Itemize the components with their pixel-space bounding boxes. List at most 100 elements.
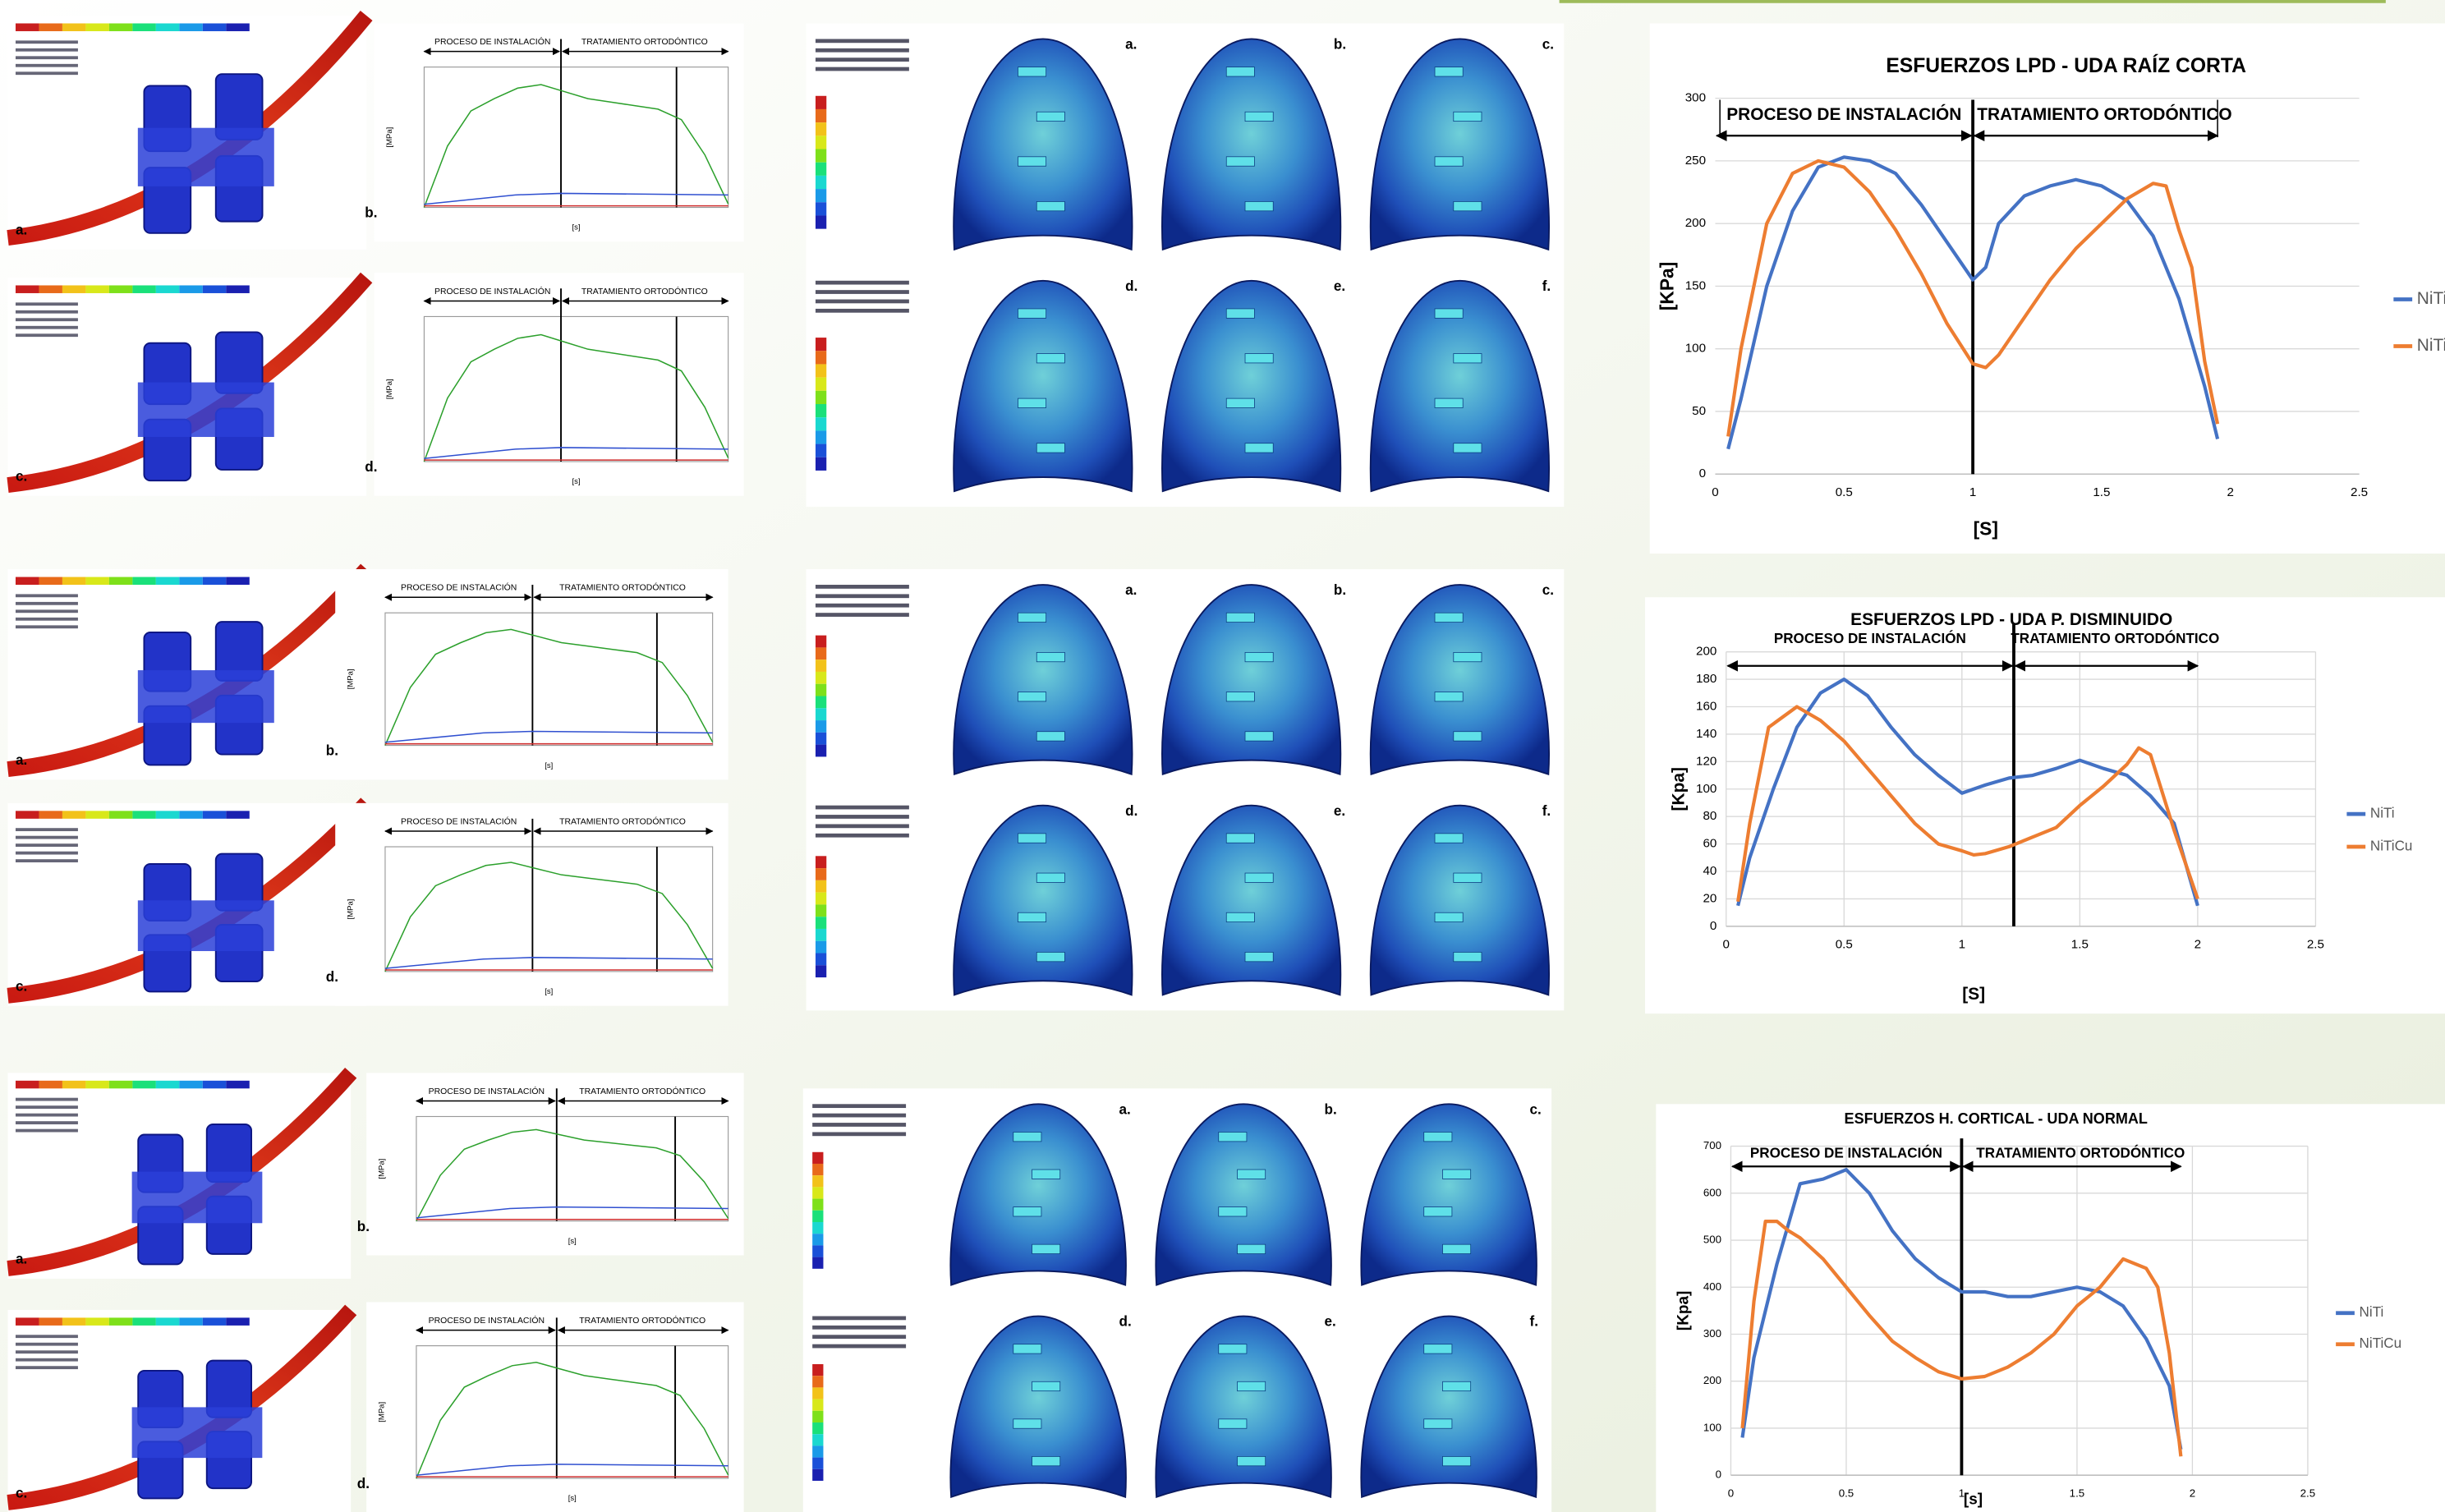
probe-tag [1036,731,1065,742]
color-scale [812,1245,824,1257]
y-tick-label: 200 [1685,216,1706,230]
color-scale [815,390,827,405]
probe-tag [1453,651,1482,663]
color-scale [812,1221,824,1234]
scale-text [15,859,78,862]
tooth-model [953,804,1133,996]
probe-tag [1442,1243,1472,1254]
scale-text [815,603,909,608]
scale-text [15,310,78,314]
probe-tag [1218,1206,1248,1217]
color-scale [815,647,827,660]
stress-curve [416,1464,728,1476]
x-tick-label: 1 [1969,485,1976,499]
x-tick-label: 2 [2227,485,2234,499]
scale-text [15,1366,78,1370]
probe-tag [1225,612,1255,623]
panel-letter: a. [1125,582,1137,598]
stress-plot-frame [416,1345,729,1479]
stress-curve [424,192,728,205]
color-scale [815,430,827,444]
color-scale [815,175,827,190]
panel-letter: c. [16,978,27,994]
panel-letter: b. [357,1219,370,1234]
tooth-model [1369,584,1550,776]
y-axis-label: [MPa] [385,379,394,399]
scale-text [815,833,909,838]
y-tick-label: 250 [1685,154,1706,168]
probe-tag [1018,692,1047,702]
color-scale [62,811,86,819]
probe-tag [1453,731,1482,742]
probe-tag [1225,398,1255,408]
x-tick-label: 2.5 [2351,485,2368,499]
probe-tag [1434,398,1464,408]
color-scale [15,577,39,586]
color-scale [812,1364,824,1376]
phase-label: TRATAMIENTO ORTODÓNTICO [579,1086,705,1096]
x-axis-label: [s] [572,223,581,232]
phase-label: TRATAMIENTO ORTODÓNTICO [579,1315,705,1326]
x-tick-label: 2 [2195,938,2201,952]
color-scale [108,577,133,586]
x-tick-label: 0.5 [1836,485,1853,499]
probe-tag [1036,952,1065,963]
stress-curve [384,862,714,972]
tooth-model [1155,1103,1332,1286]
probe-tag [1423,1344,1453,1354]
phase-label: TRATAMIENTO ORTODÓNTICO [581,36,708,47]
probe-tag [1218,1344,1248,1354]
color-scale [15,1080,39,1089]
y-axis-label: [MPa] [378,1159,387,1179]
color-scale [15,23,39,31]
x-tick-label: 0.5 [1839,1487,1854,1499]
x-axis-label: [s] [568,1494,577,1503]
color-scale [226,1080,250,1089]
scale-text [15,56,78,60]
stress-chart-panel [366,1302,744,1512]
probe-tag [1244,201,1274,212]
probe-tag [1442,1169,1472,1179]
color-scale [812,1457,824,1469]
probe-tag [1237,1243,1266,1254]
color-scale [62,577,86,586]
probe-tag [1225,692,1255,702]
x-tick-label: 0 [1712,485,1718,499]
color-scale [815,136,827,149]
y-axis-label: [MPa] [347,899,356,920]
color-scale [226,285,250,293]
color-scale [39,1080,62,1089]
color-scale [132,811,156,819]
color-scale [202,577,227,586]
series-line [1736,705,2199,903]
probe-tag [1032,1169,1061,1179]
y-tick-label: 120 [1696,754,1717,768]
legend-label: NiTiCu [2370,839,2413,854]
panel-letter: b. [326,743,338,759]
tooth-model [1369,804,1550,996]
color-scale [202,1317,227,1326]
chart-panel [1656,1104,2445,1512]
color-scale [815,696,827,709]
panel-letter: a. [1119,1101,1131,1117]
color-scale [179,811,203,819]
stress-curve [423,333,729,462]
color-scale [226,1317,250,1326]
color-scale [15,811,39,819]
y-tick-label: 60 [1703,837,1717,851]
probe-tag [1018,912,1047,922]
color-scale [815,202,827,216]
probe-tag [1018,398,1047,408]
bracket-base [137,900,274,952]
color-scale [815,338,827,352]
probe-tag [1434,67,1464,77]
color-scale [812,1234,824,1246]
panel-letter: a. [16,752,27,768]
color-scale [39,1317,62,1326]
y-tick-label: 150 [1685,278,1706,292]
probe-tag [1423,1206,1453,1217]
probe-tag [1434,156,1464,167]
scale-text [815,57,909,62]
panel-letter: b. [1334,37,1346,53]
color-scale [815,683,827,696]
